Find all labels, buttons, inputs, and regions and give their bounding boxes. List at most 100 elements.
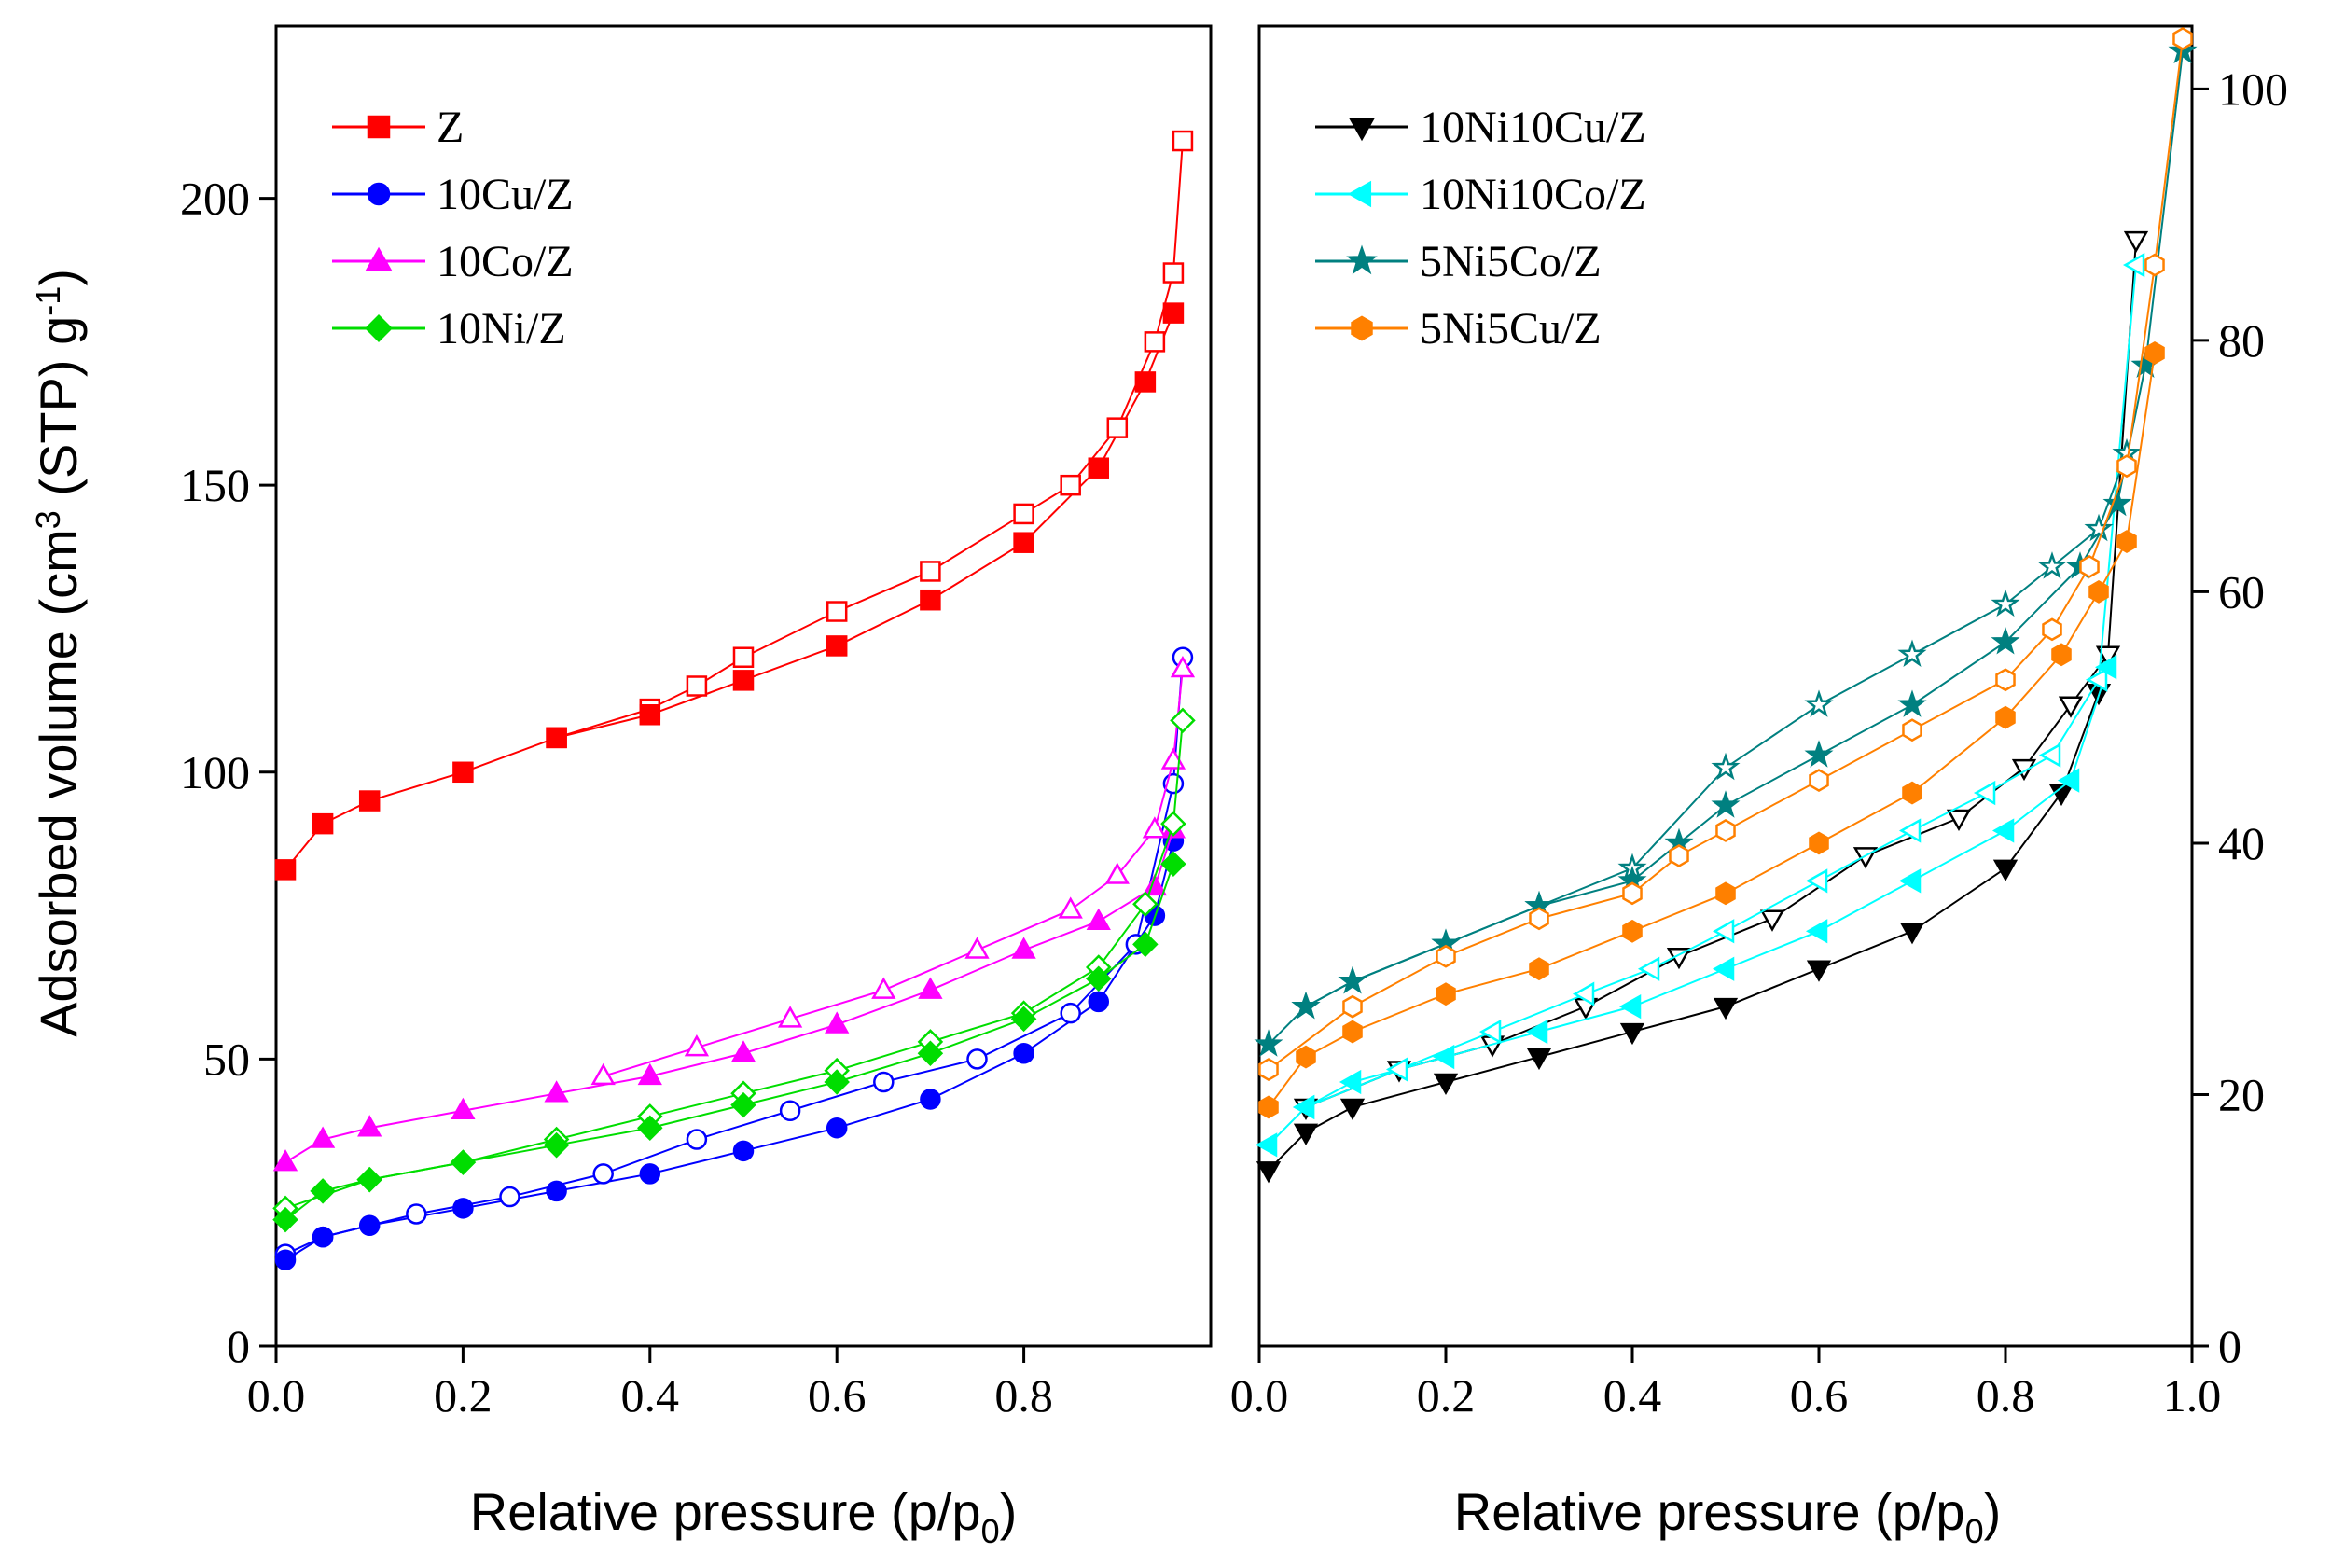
desorption-point	[2095, 645, 2121, 668]
adsorption-line	[1268, 353, 2156, 1108]
adsorption-point	[639, 1163, 661, 1185]
desorption-point	[732, 646, 755, 668]
series-3	[1258, 27, 2193, 1119]
desorption-point	[1991, 589, 2020, 617]
legend-entry: 10Ni10Co/Z	[1315, 170, 1646, 219]
series-3	[272, 707, 1196, 1233]
desorption-line	[1305, 264, 2137, 1108]
desorption-point	[1170, 655, 1196, 678]
desorption-point	[873, 1071, 895, 1093]
legend-entry: 5Ni5Cu/Z	[1315, 304, 1602, 354]
series-1	[274, 646, 1194, 1270]
adsorption-point	[2116, 530, 2137, 553]
x-tick-label: 1.0	[2163, 1369, 2222, 1422]
adsorption-point	[1160, 851, 1186, 877]
adsorption-point	[312, 812, 334, 835]
adsorption-point	[543, 1131, 570, 1159]
desorption-point	[684, 1034, 710, 1057]
adsorption-point	[1339, 1069, 1362, 1095]
desorption-point	[1160, 811, 1186, 837]
desorption-point	[1898, 818, 1922, 843]
y-axis-title: Adsorbed volume (cm3 (STP) g-1)	[29, 269, 88, 1037]
legend-marker	[1351, 315, 1373, 341]
desorption-point	[2038, 742, 2061, 768]
adsorption-point	[730, 1040, 756, 1062]
y-tick-label: 0	[2218, 1320, 2241, 1372]
adsorption-point	[1291, 991, 1321, 1020]
desorption-point	[826, 601, 848, 622]
adsorption-line	[284, 840, 1174, 1261]
desorption-point	[1897, 639, 1927, 668]
desorption-point	[1436, 944, 1456, 968]
plot-frame	[1257, 24, 2194, 1348]
adsorption-point	[1805, 919, 1828, 944]
desorption-point	[779, 1100, 801, 1122]
adsorption-point	[357, 1115, 382, 1137]
desorption-point	[1058, 896, 1083, 919]
desorption-point	[920, 561, 941, 582]
adsorption-point	[920, 1089, 941, 1110]
legend-label: 5Ni5Cu/Z	[1420, 304, 1602, 354]
desorption-point	[1142, 816, 1168, 839]
adsorption-point	[452, 1198, 474, 1219]
adsorption-line	[1268, 666, 2109, 1146]
adsorption-point	[546, 1180, 567, 1202]
y-tick-label: 200	[180, 173, 250, 225]
desorption-point	[1946, 809, 1972, 832]
adsorption-point	[1339, 1098, 1366, 1120]
adsorption-point	[1132, 931, 1159, 958]
desorption-point	[1902, 718, 1922, 742]
adsorption-point	[1619, 1022, 1645, 1046]
adsorption-point	[1525, 1019, 1548, 1045]
adsorption-point	[310, 1178, 336, 1204]
legend-entry: 10Ni/Z	[332, 304, 566, 354]
desorption-point	[1172, 130, 1194, 152]
adsorption-point	[2051, 643, 2072, 667]
adsorption-point	[1897, 689, 1927, 717]
x-axis-title-left: Relative pressure (p/p0)	[470, 1482, 1018, 1550]
adsorption-point	[1254, 1029, 1283, 1057]
desorption-point	[1132, 891, 1159, 918]
y-tick-label: 50	[203, 1033, 250, 1085]
adsorption-point	[1086, 908, 1111, 930]
desorption-point	[2144, 253, 2165, 277]
plot-frame	[274, 24, 1213, 1348]
adsorption-point	[450, 1149, 477, 1175]
desorption-point	[1104, 862, 1130, 884]
legend-entry: 10Ni10Cu/Z	[1315, 103, 1646, 152]
x-tick-label: 0.8	[1977, 1369, 2035, 1422]
adsorption-point	[2057, 768, 2080, 793]
desorption-point	[964, 937, 990, 959]
adsorption-point	[1162, 302, 1185, 324]
adsorption-point	[1293, 1123, 1319, 1145]
adsorption-point	[1902, 781, 1922, 805]
desorption-line	[556, 140, 1184, 739]
legend-marker	[1346, 244, 1378, 275]
legend-entry: 5Ni5Co/Z	[1315, 237, 1602, 286]
adsorption-point	[1526, 1048, 1552, 1071]
adsorption-point	[1433, 1073, 1459, 1096]
left-panel: 0.0 0.2 0.4 0.6 0.8 0 50 100 150 200 Z 10Cu/Z 10Co/…	[180, 24, 1213, 1422]
desorption-point	[1622, 881, 1643, 906]
adsorption-point	[1013, 1042, 1034, 1064]
desorption-point	[2085, 667, 2108, 692]
desorption-point	[1060, 1002, 1081, 1024]
legend-entry: Z	[332, 103, 464, 152]
series-0	[274, 130, 1194, 881]
adsorption-point	[1011, 937, 1036, 959]
adsorption-point	[639, 704, 661, 726]
x-tick-label: 0.4	[621, 1369, 680, 1422]
adsorption-point	[2088, 579, 2109, 604]
adsorption-point	[1258, 1095, 1279, 1119]
desorption-point	[1973, 780, 1996, 806]
adsorption-point	[1088, 457, 1110, 479]
adsorption-point	[824, 1069, 850, 1095]
x-tick-label: 0.2	[1417, 1369, 1476, 1422]
adsorption-point	[1255, 1132, 1278, 1158]
adsorption-point	[918, 977, 943, 999]
legend-label: 10Ni10Co/Z	[1420, 170, 1646, 219]
desorption-point	[1809, 769, 1829, 793]
desorption-point	[1805, 868, 1828, 894]
legend-marker	[1347, 180, 1372, 208]
series-0	[1256, 230, 2149, 1184]
